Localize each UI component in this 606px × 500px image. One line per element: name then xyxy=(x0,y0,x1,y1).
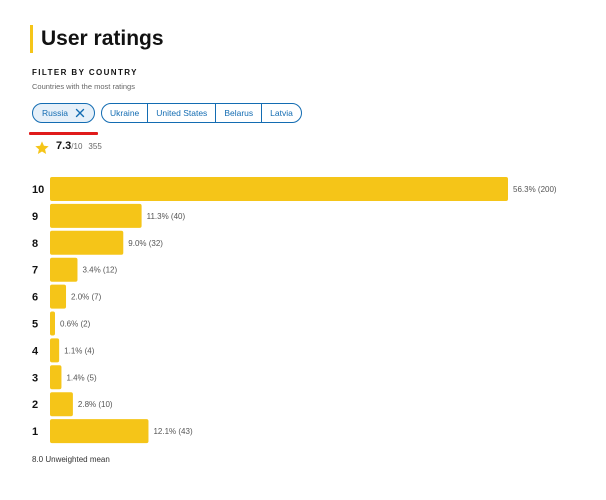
rating-value: 7.3 xyxy=(56,140,72,152)
chip-latvia[interactable]: Latvia xyxy=(270,108,293,118)
bar-value-label: 11.3% (40) xyxy=(147,212,186,221)
bar-value-label: 9.0% (32) xyxy=(128,239,163,248)
close-icon[interactable] xyxy=(75,108,85,118)
rating-count: 355 xyxy=(88,142,102,151)
unweighted-mean: 8.0 Unweighted mean xyxy=(32,455,110,464)
bar-value-label: 56.3% (200) xyxy=(513,185,557,194)
title-accent-bar xyxy=(30,25,33,53)
bar-rating-9[interactable] xyxy=(50,203,142,228)
filter-label: FILTER BY COUNTRY xyxy=(32,68,138,77)
chip-ukraine[interactable]: Ukraine xyxy=(102,104,149,122)
chip-selected-country[interactable]: Russia xyxy=(32,103,95,123)
bar-rating-4[interactable] xyxy=(50,338,60,363)
bar-value-label: 1.1% (4) xyxy=(64,346,95,355)
bar-value-label: 12.1% (43) xyxy=(153,427,192,436)
ratings-bar-chart: 10 56.3% (200) 9 11.3% (40) 8 9.0% (32) 7 3.4% … xyxy=(32,177,557,444)
rating-max: /10 xyxy=(71,142,83,151)
category-label: 6 xyxy=(32,292,38,304)
bar-rating-6[interactable] xyxy=(50,284,67,309)
country-options-group: Ukraine United States Belarus Latvia xyxy=(100,103,302,123)
category-label: 9 xyxy=(32,211,38,223)
star-icon xyxy=(35,141,49,154)
bar-rating-1[interactable] xyxy=(50,419,149,444)
chip-selected-label: Russia xyxy=(42,108,68,118)
bar-rating-2[interactable] xyxy=(50,392,73,417)
bar-rating-10[interactable] xyxy=(50,177,508,201)
category-label: 5 xyxy=(32,319,38,331)
category-label: 4 xyxy=(32,345,39,357)
bar-rating-8[interactable] xyxy=(50,230,124,255)
selected-indicator xyxy=(29,132,98,135)
bar-value-label: 2.8% (10) xyxy=(78,400,113,409)
bar-rating-5[interactable] xyxy=(50,311,55,336)
filter-sublabel: Countries with the most ratings xyxy=(32,82,135,91)
country-filter-chips: Russia Ukraine United States Belarus Lat… xyxy=(32,103,302,123)
category-label: 1 xyxy=(32,426,38,438)
category-label: 2 xyxy=(32,399,38,411)
category-label: 7 xyxy=(32,265,38,277)
category-label: 10 xyxy=(32,184,44,196)
rating-summary: 7.3 /10 355 xyxy=(34,140,102,156)
category-label: 3 xyxy=(32,372,38,384)
bar-rating-3[interactable] xyxy=(50,365,62,390)
section-title: User ratings xyxy=(30,25,164,53)
bar-value-label: 1.4% (5) xyxy=(66,373,97,382)
bar-value-label: 3.4% (12) xyxy=(82,266,117,275)
category-label: 8 xyxy=(32,238,38,250)
bar-value-label: 2.0% (7) xyxy=(71,293,102,302)
bar-value-label: 0.6% (2) xyxy=(60,320,91,329)
bar-rating-7[interactable] xyxy=(50,257,78,282)
chip-belarus[interactable]: Belarus xyxy=(216,104,263,122)
page-title: User ratings xyxy=(41,27,164,50)
chip-united-states[interactable]: United States xyxy=(148,104,217,122)
